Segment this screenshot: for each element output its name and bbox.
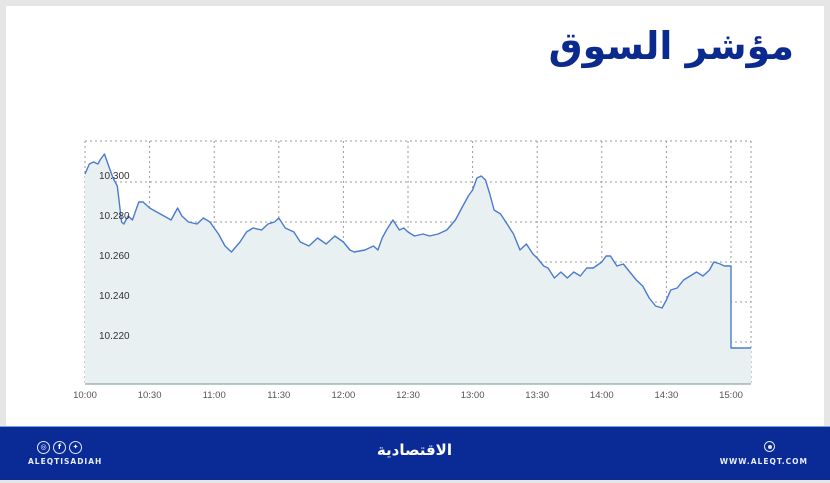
y-tick-label: 10.280 <box>99 211 130 222</box>
x-tick-label: 11:30 <box>267 390 290 401</box>
twitter-icon[interactable]: ✦ <box>69 441 82 454</box>
brand-logo: الاقتصادية <box>376 441 452 459</box>
instagram-icon[interactable]: ◎ <box>37 441 50 454</box>
x-tick-label: 15:00 <box>719 390 743 401</box>
x-tick-label: 13:00 <box>461 390 485 401</box>
y-tick-label: 10.260 <box>99 251 130 262</box>
y-tick-label: 10.300 <box>99 171 130 182</box>
globe-icon <box>764 441 775 452</box>
chart-area-fill <box>85 154 751 384</box>
x-tick-label: 14:30 <box>655 390 679 401</box>
y-axis-labels: 10.300 10.280 10.260 10.240 10.220 <box>99 171 130 342</box>
y-tick-label: 10.240 <box>99 291 130 302</box>
x-tick-label: 11:00 <box>203 390 226 401</box>
x-tick-label: 12:30 <box>396 390 420 401</box>
x-tick-label: 14:00 <box>590 390 614 401</box>
page-title: مؤشر السوق <box>548 24 794 68</box>
social-handle: ALEQTISADIAH <box>28 457 103 466</box>
footer-bar: ◎ f ✦ ALEQTISADIAH الاقتصادية WWW.ALEQT.… <box>0 426 830 480</box>
x-tick-label: 12:00 <box>332 390 356 401</box>
y-tick-label: 10.220 <box>99 331 130 342</box>
social-icons: ◎ f ✦ <box>37 441 82 454</box>
chart-line <box>84 153 751 349</box>
facebook-icon[interactable]: f <box>53 441 66 454</box>
x-tick-label: 13:30 <box>525 390 549 401</box>
website-link[interactable]: WWW.ALEQT.COM <box>719 457 808 466</box>
x-tick-label: 10:00 <box>73 390 97 401</box>
x-axis-labels: 10:00 10:30 11:00 11:30 12:00 12:30 13:00 13:30… <box>73 390 743 401</box>
x-tick-label: 10:30 <box>138 390 162 401</box>
